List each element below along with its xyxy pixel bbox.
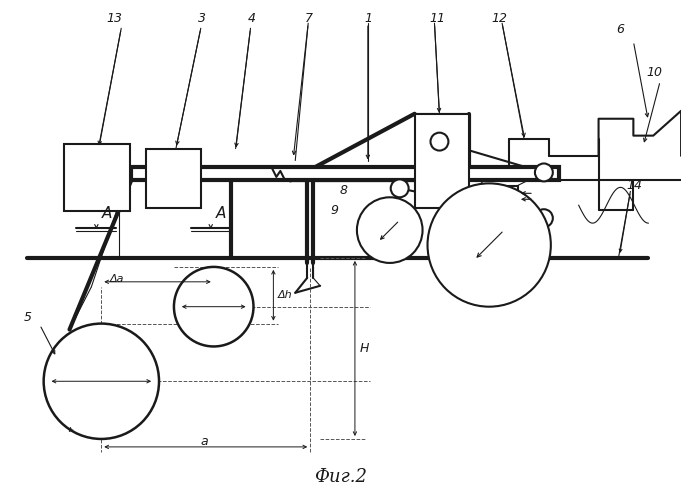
Text: 14: 14 bbox=[626, 179, 643, 192]
Text: 13: 13 bbox=[107, 12, 122, 25]
Text: 4: 4 bbox=[247, 12, 255, 25]
Bar bbox=[64, 144, 130, 211]
Circle shape bbox=[44, 324, 159, 439]
Text: Δh: Δh bbox=[277, 290, 292, 300]
Text: φD1: φD1 bbox=[194, 306, 217, 316]
Text: 12: 12 bbox=[491, 12, 507, 25]
Circle shape bbox=[391, 180, 408, 198]
Text: Δa: Δa bbox=[109, 274, 124, 284]
Text: 2: 2 bbox=[509, 196, 517, 209]
Text: 6: 6 bbox=[617, 22, 624, 36]
Circle shape bbox=[430, 132, 449, 150]
Bar bbox=[131, 168, 559, 180]
Bar bbox=[415, 114, 469, 208]
Circle shape bbox=[428, 184, 550, 306]
Text: 9: 9 bbox=[330, 204, 338, 216]
Circle shape bbox=[535, 209, 553, 227]
Bar bbox=[146, 148, 201, 208]
Text: 3: 3 bbox=[198, 12, 206, 25]
Bar bbox=[496, 186, 518, 206]
Text: A: A bbox=[216, 206, 226, 220]
Text: a: a bbox=[201, 436, 208, 448]
Text: H: H bbox=[360, 342, 370, 355]
Circle shape bbox=[535, 164, 553, 182]
Text: 8: 8 bbox=[340, 184, 348, 197]
Text: 1: 1 bbox=[365, 12, 373, 25]
Circle shape bbox=[174, 267, 253, 346]
Text: 7: 7 bbox=[305, 12, 313, 25]
Text: A: A bbox=[101, 206, 112, 220]
Text: 11: 11 bbox=[430, 12, 445, 25]
Text: φD2: φD2 bbox=[72, 382, 95, 392]
Circle shape bbox=[357, 198, 423, 263]
Text: 5: 5 bbox=[24, 311, 32, 324]
Text: 10: 10 bbox=[646, 66, 663, 80]
Text: Фиг.2: Фиг.2 bbox=[314, 468, 367, 485]
